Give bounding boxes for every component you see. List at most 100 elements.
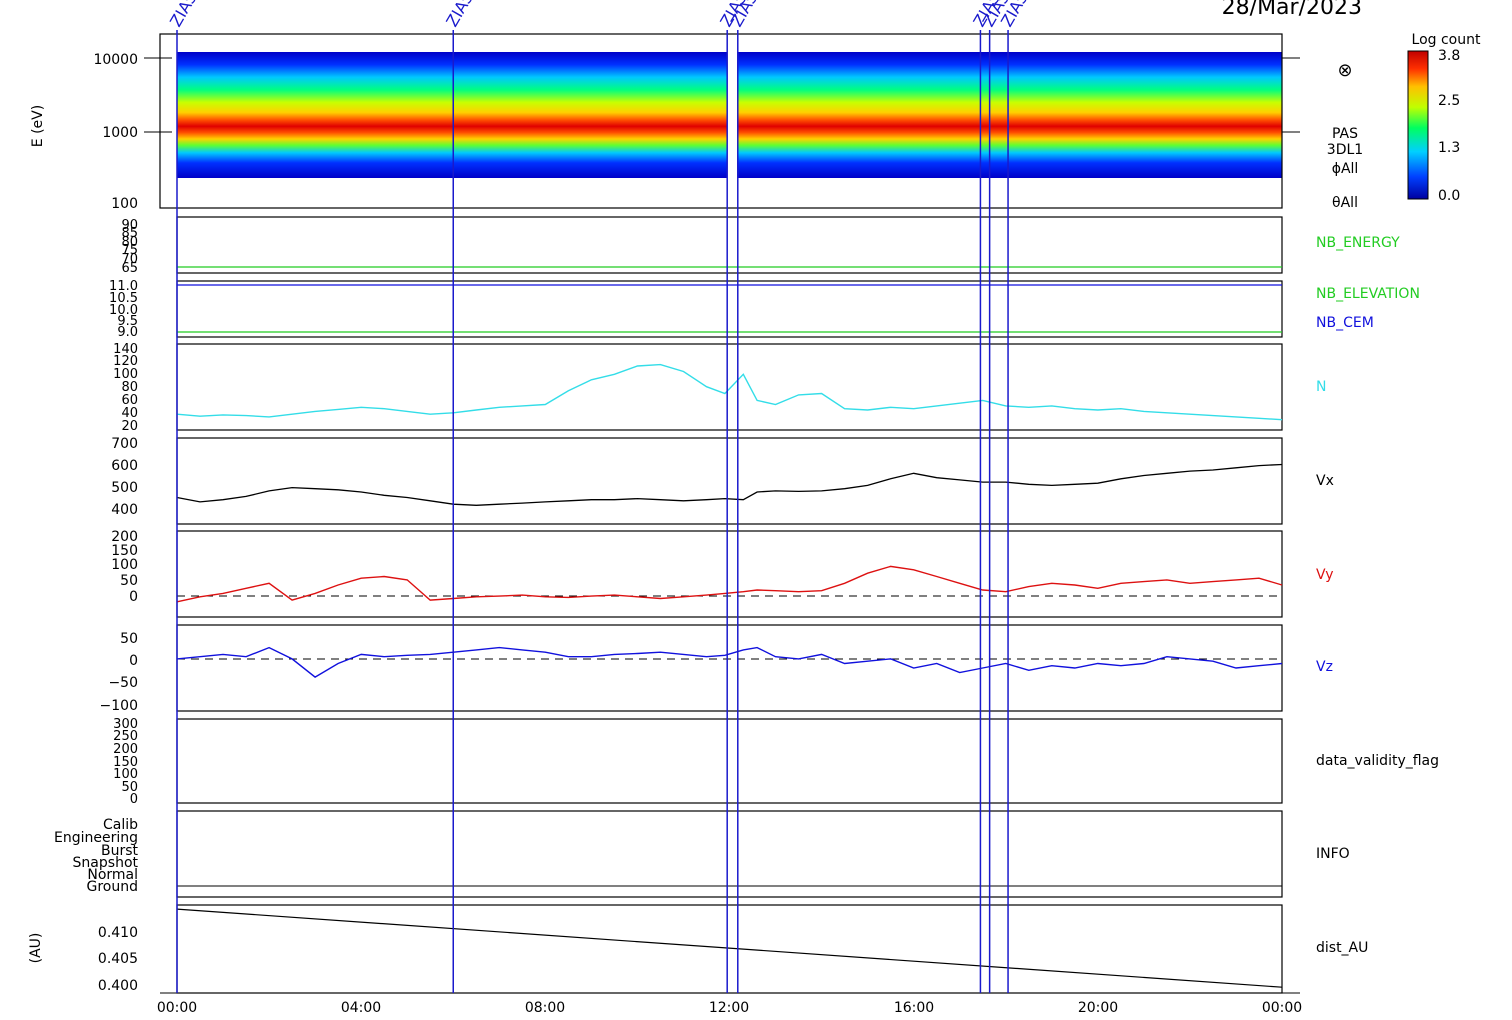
nb-cem-label: NB_CEM	[1316, 315, 1374, 331]
info-frame	[176, 810, 1283, 898]
info-ytick: Normal	[87, 867, 138, 883]
vx-ytick: 400	[111, 502, 138, 518]
colorbar: Log count 3.8 2.5 1.3 0.0	[1407, 32, 1481, 204]
x-tick-label: 20:00	[1078, 1000, 1118, 1016]
x-tick-label: 08:00	[525, 1000, 565, 1016]
nb-elevation-label: NB_ELEVATION	[1316, 286, 1420, 302]
spectrogram-ytick: 10000	[93, 52, 138, 68]
dist-label: dist_AU	[1316, 940, 1368, 956]
spectrogram-side-label: θAll	[1332, 195, 1358, 211]
n-frame	[176, 343, 1283, 431]
nb-elevation-ytick: 10.5	[109, 291, 138, 306]
nb-energy-ytick: 75	[121, 243, 138, 258]
vz-series-line	[176, 646, 1283, 678]
validity-label: data_validity_flag	[1316, 753, 1439, 769]
vy-ytick: 200	[111, 529, 138, 545]
nb-energy-ytick: 85	[121, 226, 138, 241]
spectrogram-ylabel: E (eV)	[30, 105, 46, 147]
nb-elevation-frame	[176, 280, 1283, 338]
nb-elevation-ytick: 10.0	[109, 303, 138, 318]
nb-energy-frame	[176, 216, 1283, 274]
dist-frame	[176, 904, 1283, 994]
panel-vy: 200 150 100 50 0 Vy	[111, 529, 1334, 618]
validity-ytick: 250	[113, 729, 138, 744]
info-label: INFO	[1316, 846, 1350, 862]
x-axis: 00:00 04:00 08:00 12:00 16:00 20:00 00:0…	[157, 992, 1302, 1016]
validity-ytick: 150	[113, 755, 138, 770]
vx-ytick: 700	[111, 436, 138, 452]
validity-ytick: 200	[113, 742, 138, 757]
vz-frame	[176, 624, 1283, 712]
spectrogram-side-label: 3DL1	[1327, 142, 1363, 158]
colorbar-tick: 2.5	[1438, 93, 1460, 109]
n-ytick: 80	[121, 380, 138, 395]
x-tick-label: 04:00	[341, 1000, 381, 1016]
panel-dist-au: (AU) 0.410 0.405 0.400 dist_AU	[28, 904, 1368, 994]
colorbar-title: Log count	[1412, 32, 1481, 48]
n-ytick: 40	[121, 406, 138, 421]
n-ytick: 60	[121, 393, 138, 408]
nb-elevation-ytick: 9.5	[117, 314, 138, 329]
vz-ytick: 50	[120, 631, 138, 647]
nb-energy-ytick: 70	[121, 252, 138, 267]
nb-energy-ytick: 90	[121, 218, 138, 233]
x-tick-label: 00:00	[1262, 1000, 1302, 1016]
n-series-line	[176, 363, 1283, 421]
vy-ytick: 100	[111, 557, 138, 573]
panel-info: Calib Engineering Burst Snapshot Normal …	[54, 810, 1350, 898]
vy-ytick: 50	[120, 573, 138, 589]
panel-spectrogram: E (eV) 10000 1000 100 ⊗ PAS 3DL1 ϕAll θA…	[30, 33, 1363, 212]
panel-nb-elevation: 11.0 10.5 10.0 9.5 9.0 NB_ELEVATION NB_C…	[109, 279, 1420, 340]
validity-ytick: 300	[113, 717, 138, 732]
panel-n: 140 120 100 80 60 40 20 N	[113, 342, 1326, 434]
validity-frame	[176, 718, 1283, 804]
panel-data-validity-flag: 300 250 200 150 100 50 0 data_validity_f…	[113, 717, 1439, 807]
spectrogram-side-label: PAS	[1332, 126, 1358, 142]
info-ytick: Snapshot	[73, 855, 139, 871]
vz-label: Vz	[1316, 659, 1333, 675]
panel-vz: 50 0 −50 −100 Vz	[100, 624, 1333, 714]
spectrogram-side-label: ϕAll	[1332, 161, 1359, 177]
vy-ytick: 150	[111, 543, 138, 559]
dist-ytick: 0.405	[98, 951, 138, 967]
vx-ytick: 500	[111, 480, 138, 496]
colorbar-tick: 0.0	[1438, 188, 1460, 204]
n-label: N	[1316, 379, 1326, 395]
n-ytick: 140	[113, 342, 138, 357]
spectrogram-frame	[159, 33, 1283, 209]
n-ytick: 20	[121, 419, 138, 434]
dist-ylabel: (AU)	[28, 933, 44, 964]
date-title: 28/Mar/2023	[1222, 0, 1362, 20]
panel-nb-energy: 90 85 80 75 70 65 NB_ENERGY	[121, 216, 1400, 276]
nb-energy-label: NB_ENERGY	[1316, 235, 1400, 251]
vz-ytick: −100	[100, 698, 138, 714]
colorbar-tick: 3.8	[1438, 48, 1460, 64]
x-tick-label: 00:00	[157, 1000, 197, 1016]
vx-ytick: 600	[111, 458, 138, 474]
x-tick-label: 12:00	[709, 1000, 749, 1016]
panel-vx: 700 600 500 400 Vx	[111, 436, 1334, 525]
colorbar-gradient	[1407, 50, 1429, 200]
n-ytick: 120	[113, 354, 138, 369]
vz-ytick: 0	[129, 653, 138, 669]
n-ytick: 100	[113, 367, 138, 382]
colorbar-tick: 1.3	[1438, 140, 1460, 156]
info-ytick: Engineering	[54, 830, 138, 846]
vy-label: Vy	[1316, 567, 1334, 583]
info-ytick: Ground	[87, 879, 139, 895]
nb-energy-ytick: 65	[121, 261, 138, 276]
nb-energy-ytick: 80	[121, 235, 138, 250]
info-ytick: Burst	[101, 843, 139, 859]
vx-series-line	[176, 463, 1283, 506]
vy-frame	[176, 530, 1283, 618]
info-ytick: Calib	[103, 817, 138, 833]
vy-series-line	[176, 565, 1283, 603]
spectrogram-ytick: 1000	[102, 125, 138, 141]
x-tick-label: 16:00	[894, 1000, 934, 1016]
vy-ytick: 0	[129, 589, 138, 605]
vz-ytick: −50	[108, 675, 138, 691]
nb-elevation-ytick: 11.0	[109, 279, 138, 294]
zias-marker-label: ZIAS	[166, 0, 201, 30]
dist-au-line	[176, 908, 1283, 988]
